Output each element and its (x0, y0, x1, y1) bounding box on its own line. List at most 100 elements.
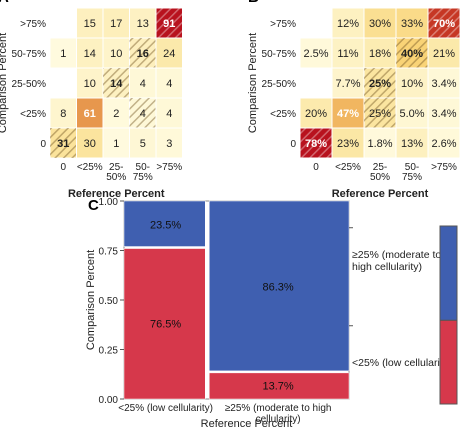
heatmap-cell (102, 97, 130, 129)
tile-percent-label: 23.5% (150, 219, 181, 231)
cell-value-label: 11% (337, 48, 358, 60)
hatched-cell-overlay (50, 128, 77, 158)
cell-value-label: 3 (166, 138, 172, 150)
x-tick-label: ≥25% (moderate to high cellularity) (225, 403, 332, 425)
x-tick-label: 25-50% (106, 162, 126, 183)
cell-value-label: 7.7% (335, 78, 360, 90)
cell-value-label: 17 (110, 18, 122, 30)
y-tick-label: <25% (270, 109, 296, 120)
cell-value-label: 33% (401, 18, 423, 30)
cell-value-label: 14 (110, 78, 123, 90)
y-tick-label: 25-50% (262, 79, 297, 90)
heatmap-cell (102, 127, 130, 159)
heatmap-cell (427, 127, 461, 159)
panel-b: B 12% 30% 33% 70% 2.5% 11% 18% 40% 21% 7.7% 25% 10% 3… (247, 0, 461, 200)
cell-value-label: 1 (60, 48, 66, 60)
right-category-label-line: ≥25% (moderate to (352, 249, 441, 261)
x-tick-label: 50-75% (402, 162, 422, 183)
y-axis-label: Comparison Percent (247, 33, 259, 133)
cell-value-label: 15 (84, 18, 96, 30)
y-axis-label: Comparison Percent (85, 250, 97, 350)
y-tick-label: 0.50 (99, 296, 119, 307)
hatched-cell-overlay (396, 38, 428, 68)
heatmap-cell (395, 127, 429, 159)
x-axis-label: Reference Percent (68, 188, 165, 200)
y-tick-label: 50-75% (262, 49, 297, 60)
x-tick-label-line: cellularity) (256, 414, 301, 425)
cell-value-label: 78% (305, 138, 327, 150)
right-category-label-line: high cellularity) (352, 261, 422, 273)
heatmap-cell (427, 37, 461, 69)
x-tick-label: 25-50% (370, 162, 390, 183)
heatmap-cell (49, 7, 77, 39)
panel-label: C (88, 197, 99, 214)
cell-value-label: 5 (140, 138, 146, 150)
heatmap-cell (155, 67, 183, 99)
y-tick-label: 1.00 (99, 197, 119, 208)
hatched-cell-overlay (129, 38, 156, 68)
hatched-cell-overlay (300, 128, 332, 158)
x-tick-label: <25% (low cellularity) (118, 403, 213, 414)
y-tick-label: 0.75 (99, 247, 119, 258)
cell-value-label: 30 (84, 138, 96, 150)
y-axis-label: Comparison Percent (0, 33, 9, 133)
cell-value-label: 4 (140, 78, 146, 90)
x-tick-label-line: 25- (109, 162, 123, 173)
cell-value-label: 91 (163, 18, 175, 30)
y-tick-label: 0 (290, 139, 296, 150)
x-tick-label-line: 75% (402, 172, 422, 183)
cell-value-label: 24 (163, 48, 175, 60)
heatmap-cell (155, 127, 183, 159)
hatched-cell-overlay (428, 8, 460, 38)
x-tick-label-line: 75% (133, 172, 153, 183)
tile-percent-label: 76.5% (150, 318, 181, 330)
cell-value-label: 13 (137, 18, 149, 30)
right-category-label: <25% (low cellularity) (352, 357, 452, 369)
cell-value-label: 4 (166, 78, 172, 90)
x-tick-label: <25% (335, 162, 361, 173)
x-tick-label: 0 (313, 162, 319, 173)
cell-value-label: 3.4% (431, 108, 456, 120)
cell-value-label: 70% (433, 18, 455, 30)
cell-value-label: 47% (337, 108, 359, 120)
y-tick-label: 0 (40, 139, 46, 150)
heatmap-cell (76, 97, 104, 129)
cell-value-label: 1 (113, 138, 119, 150)
panel-c: C 23.5% 76.5% <25% (low cellularity) 86.3% 13… (85, 197, 458, 430)
y-tick-label: >75% (20, 19, 46, 30)
heatmap-cell (299, 7, 333, 39)
mosaic-tile-low (123, 248, 206, 400)
panel-label: B (248, 0, 259, 6)
hatched-cell-overlay (364, 98, 396, 128)
cell-value-label: 25% (369, 108, 391, 120)
heatmap-cell (76, 127, 104, 159)
x-tick-label-line: 25- (373, 162, 387, 173)
x-tick-label: >75% (156, 162, 182, 173)
x-tick-label: <25% (77, 162, 103, 173)
x-tick-label-line: 50% (106, 172, 126, 183)
cell-value-label: 4 (166, 108, 172, 120)
y-tick-label: >75% (270, 19, 296, 30)
hatched-cell-overlay (364, 68, 396, 98)
tile-percent-label: 86.3% (263, 281, 294, 293)
y-tick-label: 0.25 (99, 346, 119, 357)
cell-value-label: 31 (57, 138, 69, 150)
heatmap-cell (76, 67, 104, 99)
y-tick-label: 50-75% (12, 49, 47, 60)
cell-value-label: 8 (60, 108, 66, 120)
legend-swatch-low (439, 319, 458, 405)
x-axis-label: Reference Percent (332, 188, 429, 200)
x-tick-label: >75% (431, 162, 457, 173)
cell-value-label: 12% (337, 18, 359, 30)
mosaic-tile-low (209, 372, 350, 400)
cell-value-label: 10 (84, 78, 96, 90)
mosaic-tile-high (123, 200, 206, 247)
mosaic-tile-high (209, 200, 350, 372)
cell-value-label: 61 (84, 108, 96, 120)
cell-value-label: 5.0% (399, 108, 424, 120)
cell-value-label: 4 (140, 108, 146, 120)
heatmap-cell (76, 7, 104, 39)
y-tick-label: <25% (20, 109, 46, 120)
y-tick-label: 0.00 (99, 395, 119, 406)
tile-percent-label: 13.7% (263, 380, 294, 392)
